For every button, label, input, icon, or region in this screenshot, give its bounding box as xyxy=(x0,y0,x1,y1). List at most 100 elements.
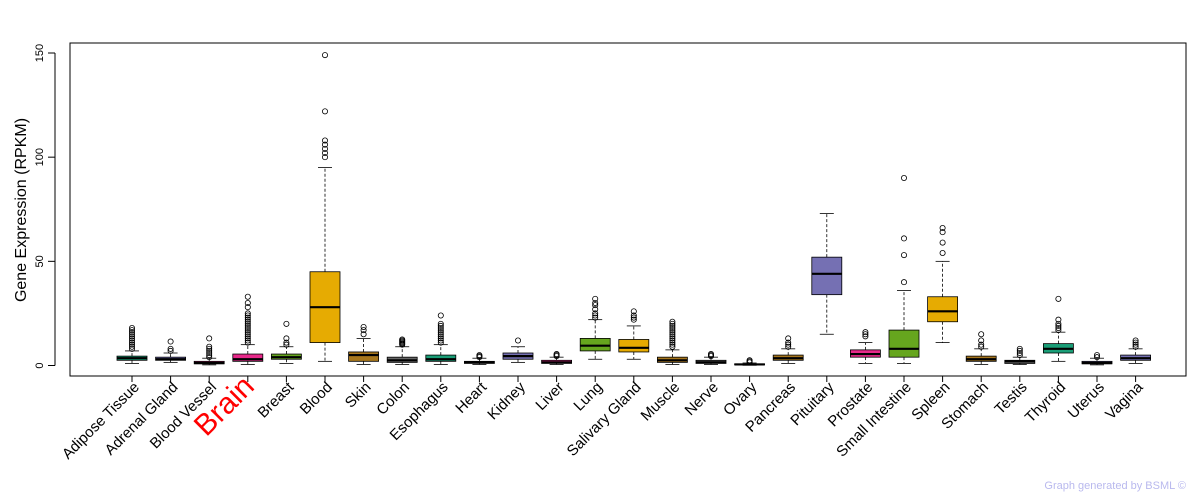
outlier-point xyxy=(939,224,946,231)
outlier-point xyxy=(592,310,599,317)
outlier-point xyxy=(206,347,213,354)
outlier-point xyxy=(399,336,406,343)
outlier-point xyxy=(669,339,676,346)
outlier-point xyxy=(206,345,213,352)
y-tick-label: 0 xyxy=(34,362,46,368)
iqr-box xyxy=(348,351,380,362)
outlier-point xyxy=(785,343,792,350)
outlier-point xyxy=(206,343,213,350)
outlier-point xyxy=(244,329,251,336)
outlier-point xyxy=(785,339,792,346)
outlier-point xyxy=(939,239,946,246)
outlier-point xyxy=(244,333,251,340)
outlier-point xyxy=(321,149,328,156)
outlier-point xyxy=(476,352,483,359)
outlier-point xyxy=(128,331,135,338)
outlier-point xyxy=(437,339,444,346)
outlier-point xyxy=(978,337,985,344)
outlier-point xyxy=(746,357,753,364)
outlier-point xyxy=(1132,339,1139,346)
iqr-box xyxy=(618,339,650,353)
outlier-point xyxy=(785,341,792,348)
box-brain xyxy=(232,293,264,365)
box-ovary xyxy=(734,357,765,366)
iqr-box xyxy=(232,353,264,362)
x-tick-label: Thyroid xyxy=(1022,379,1069,426)
outlier-point xyxy=(669,343,676,350)
outlier-point xyxy=(128,324,135,331)
credit-text: Graph generated by BSML © xyxy=(1044,480,1186,492)
outlier-point xyxy=(1055,295,1062,302)
outlier-point xyxy=(283,320,290,327)
outlier-point xyxy=(1132,341,1139,348)
outlier-point xyxy=(244,322,251,329)
outlier-point xyxy=(128,337,135,344)
outlier-point xyxy=(592,295,599,302)
outlier-point xyxy=(244,337,251,344)
outlier-point xyxy=(321,108,328,115)
x-tick-label: Uterus xyxy=(1065,379,1108,422)
outlier-point xyxy=(206,352,213,359)
outlier-point xyxy=(1094,352,1101,359)
outlier-point xyxy=(244,339,251,346)
box-adrenal-gland xyxy=(155,338,187,363)
iqr-box xyxy=(888,329,920,358)
outlier-point xyxy=(669,322,676,329)
outlier-point xyxy=(321,154,328,161)
outlier-point xyxy=(708,351,715,358)
plot-frame xyxy=(69,42,1187,377)
box-breast xyxy=(270,320,302,364)
outlier-point xyxy=(244,320,251,327)
outlier-point xyxy=(244,293,251,300)
outlier-point xyxy=(862,329,869,336)
box-pituitary xyxy=(811,213,843,335)
outlier-point xyxy=(1055,324,1062,331)
box-salivary-gland xyxy=(618,308,650,360)
box-small-intestine xyxy=(888,174,920,364)
outlier-point xyxy=(321,52,328,59)
outlier-point xyxy=(592,299,599,306)
outlier-point xyxy=(669,341,676,348)
outlier-point xyxy=(1055,322,1062,329)
outlier-point xyxy=(669,324,676,331)
outlier-point xyxy=(244,318,251,325)
outlier-point xyxy=(206,354,213,361)
outlier-point xyxy=(244,310,251,317)
box-vagina xyxy=(1120,337,1151,364)
outlier-point xyxy=(669,333,676,340)
box-blood-vessel xyxy=(193,335,225,366)
outlier-point xyxy=(437,337,444,344)
outlier-point xyxy=(244,324,251,331)
outlier-point xyxy=(978,331,985,338)
y-tick-label: 50 xyxy=(34,255,46,267)
outlier-point xyxy=(1016,345,1023,352)
outlier-point xyxy=(206,349,213,356)
outlier-point xyxy=(244,331,251,338)
outlier-point xyxy=(1094,354,1101,361)
outlier-point xyxy=(630,316,637,323)
outlier-point xyxy=(283,339,290,346)
outlier-point xyxy=(128,343,135,350)
outlier-point xyxy=(630,312,637,319)
outlier-point xyxy=(785,335,792,342)
outlier-point xyxy=(901,174,908,181)
y-axis-label: Gene Expression (RPKM) xyxy=(13,118,30,302)
outlier-point xyxy=(167,345,174,352)
box-uterus xyxy=(1081,352,1113,366)
box-liver xyxy=(541,351,572,365)
outlier-point xyxy=(167,338,174,345)
outlier-point xyxy=(515,337,522,344)
outlier-point xyxy=(128,339,135,346)
outlier-point xyxy=(630,308,637,315)
outlier-point xyxy=(592,302,599,309)
outlier-point xyxy=(244,335,251,342)
outlier-point xyxy=(128,335,135,342)
box-lung xyxy=(579,295,611,360)
outlier-point xyxy=(128,345,135,352)
outlier-point xyxy=(321,137,328,144)
outlier-point xyxy=(669,327,676,334)
outlier-point xyxy=(128,329,135,336)
outlier-point xyxy=(437,329,444,336)
outlier-point xyxy=(437,320,444,327)
